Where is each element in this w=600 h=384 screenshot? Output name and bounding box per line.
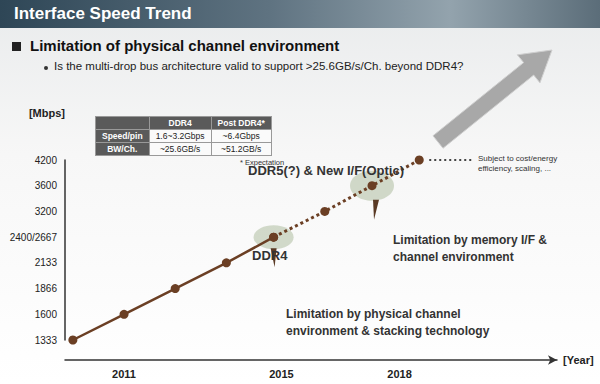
svg-text:1866: 1866 [35, 283, 58, 294]
svg-text:2018: 2018 [387, 368, 411, 380]
html-text:~51.2GB/s: ~51.2GB/s [221, 144, 262, 154]
html-text:* Expectation: * Expectation [240, 158, 285, 167]
html-text:Interface Speed Trend: Interface Speed Trend [14, 4, 192, 23]
svg-text:2133: 2133 [35, 257, 58, 268]
html-text:Limitation by physical channel: Limitation by physical channel environme… [286, 307, 490, 338]
html-text:BW/Ch.: BW/Ch. [107, 144, 138, 154]
svg-text:4200: 4200 [35, 155, 58, 166]
html-text:~25.6GB/s: ~25.6GB/s [159, 144, 201, 154]
html-text:DDR4: DDR4 [168, 118, 192, 128]
svg-text:2011: 2011 [112, 368, 136, 380]
html-text:Limitation of physical channel: Limitation of physical channel environme… [30, 37, 340, 54]
svg-text:3200: 3200 [35, 206, 58, 217]
html-text:DDR4: DDR4 [252, 248, 288, 263]
html-text:Limitation by memory I/F & cha: Limitation by memory I/F & channel envir… [393, 233, 547, 264]
svg-text:2015: 2015 [269, 368, 293, 380]
svg-text:[Year]: [Year] [563, 354, 594, 366]
html-text:Speed/pin: Speed/pin [102, 131, 143, 141]
svg-text:1333: 1333 [35, 335, 58, 346]
html-text:Is the multi-drop bus architec: Is the multi-drop bus architecture valid… [54, 60, 464, 72]
html-text:1.6~3.2Gbps: 1.6~3.2Gbps [155, 131, 205, 141]
html-text:Post DDR4*: Post DDR4* [217, 118, 265, 128]
html-text:DDR5(?) & New I/F(Optic): DDR5(?) & New I/F(Optic) [248, 163, 404, 178]
svg-text:1600: 1600 [35, 309, 58, 320]
svg-text:[Mbps]: [Mbps] [29, 107, 65, 119]
html-text:Subject to cost/energy efficie: Subject to cost/energy efficiency, scali… [478, 154, 558, 173]
svg-text:3600: 3600 [35, 180, 58, 191]
html-text:~6.4Gbps: ~6.4Gbps [222, 131, 260, 141]
svg-text:2400/2667: 2400/2667 [10, 232, 58, 243]
